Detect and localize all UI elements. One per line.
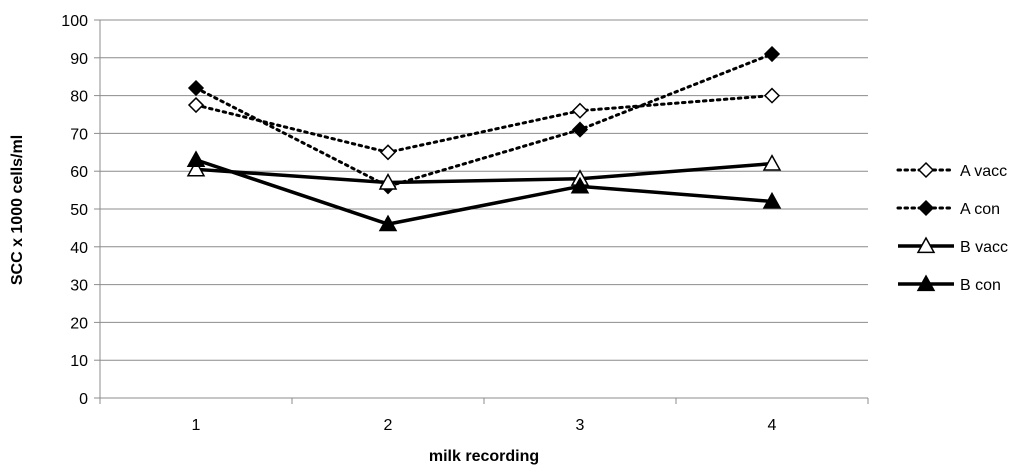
legend-item: A vacc xyxy=(896,161,1007,180)
x-axis-label: milk recording xyxy=(429,448,539,465)
legend-marker xyxy=(916,236,936,254)
legend-marker xyxy=(917,161,935,179)
series-line xyxy=(194,52,774,188)
x-tick-label: 2 xyxy=(384,417,393,434)
series-a-vacc xyxy=(187,87,781,161)
legend-label: B con xyxy=(960,277,1001,294)
gridlines xyxy=(100,19,868,361)
data-point-marker xyxy=(763,45,781,63)
legend-label: A con xyxy=(960,201,1000,218)
y-tick-label: 60 xyxy=(70,164,88,181)
data-point-marker xyxy=(762,191,782,209)
y-tick-label: 90 xyxy=(70,51,88,68)
data-point-marker xyxy=(571,102,589,119)
y-tick-label: 100 xyxy=(61,13,88,30)
y-tick-label: 10 xyxy=(70,353,88,370)
data-point-marker xyxy=(187,96,205,114)
legend-label: A vacc xyxy=(960,163,1007,180)
data-point-marker xyxy=(378,172,398,190)
y-tick-label: 30 xyxy=(70,278,88,295)
series-line xyxy=(195,161,773,185)
x-tick-label: 1 xyxy=(192,417,201,434)
legend-item: B con xyxy=(898,274,1001,294)
legend-label: B vacc xyxy=(960,239,1008,256)
data-point-marker xyxy=(763,87,781,104)
series-b-con xyxy=(186,150,782,232)
x-tick-label: 4 xyxy=(768,417,777,434)
y-tick-label: 0 xyxy=(79,391,88,408)
y-tick-label: 20 xyxy=(70,315,88,332)
series-line xyxy=(194,94,774,154)
x-tick-label: 3 xyxy=(576,417,585,434)
legend: A vacc A con B vacc B con xyxy=(896,161,1008,294)
legend-marker xyxy=(916,274,936,292)
data-point-marker xyxy=(379,144,397,161)
data-point-marker xyxy=(762,154,782,171)
y-tick-label: 80 xyxy=(70,89,88,106)
y-tick-label: 50 xyxy=(70,202,88,219)
y-axis-label: SCC x 1000 cells/ml xyxy=(9,135,26,285)
legend-marker xyxy=(917,199,935,217)
data-point-marker xyxy=(571,121,589,138)
legend-item: A con xyxy=(896,199,1000,218)
series-b-vacc xyxy=(186,154,782,190)
y-tick-label: 40 xyxy=(70,240,88,257)
series-layer xyxy=(186,45,782,232)
data-point-marker xyxy=(186,159,206,177)
x-axis-ticks: 1 2 3 4 xyxy=(99,398,869,434)
data-point-marker xyxy=(187,79,205,97)
y-axis-ticks: 0 10 20 30 40 50 60 70 80 90 100 xyxy=(61,13,100,408)
series-line xyxy=(195,158,773,226)
data-point-marker xyxy=(186,150,206,168)
data-point-marker xyxy=(378,214,398,232)
y-tick-label: 70 xyxy=(70,126,88,143)
legend-item: B vacc xyxy=(898,236,1008,256)
data-point-marker xyxy=(570,176,590,194)
